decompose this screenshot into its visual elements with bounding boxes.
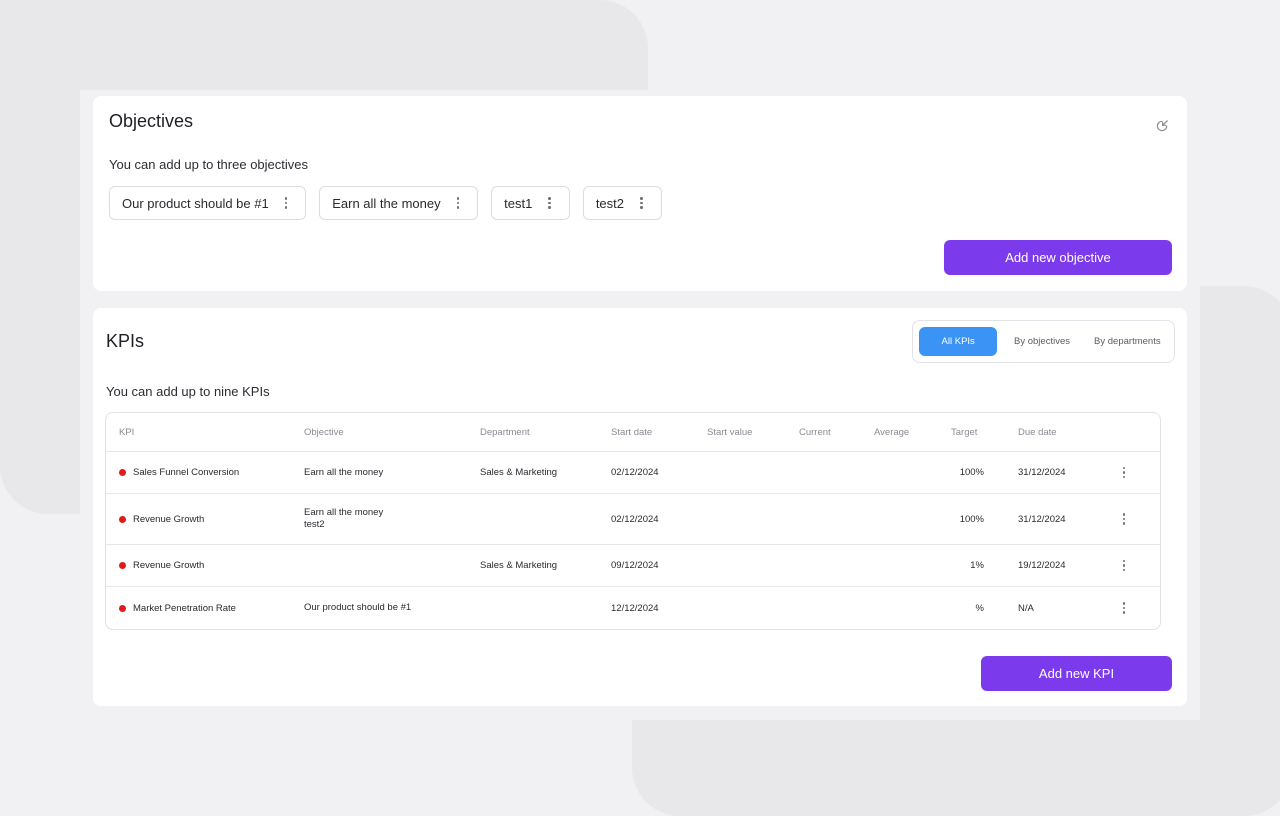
status-dot xyxy=(119,469,126,476)
kpis-subtitle: You can add up to nine KPIs xyxy=(106,384,270,399)
status-dot xyxy=(119,515,126,523)
kpi-name: Sales Funnel Conversion xyxy=(133,467,240,478)
kpi-name-cell: Revenue Growth xyxy=(119,545,299,586)
column-header-target[interactable]: Target xyxy=(951,426,978,438)
kpis-card: KPIs All KPIs By objectives By departmen… xyxy=(93,308,1187,706)
tab-by-departments[interactable]: By departments xyxy=(1094,336,1161,347)
start-value-cell xyxy=(707,545,792,586)
objective-cell xyxy=(304,545,474,586)
average-cell xyxy=(874,587,944,629)
kpi-name-cell: Market Penetration Rate xyxy=(119,587,299,629)
table-header: KPI Objective Department Start date Star… xyxy=(106,413,1160,451)
kpi-name: Revenue Growth xyxy=(133,560,205,571)
start-date-cell: 09/12/2024 xyxy=(611,560,659,571)
more-vertical-icon[interactable] xyxy=(1119,511,1130,527)
more-vertical-icon[interactable] xyxy=(1119,600,1130,616)
column-header-current[interactable]: Current xyxy=(799,426,831,438)
status-dot xyxy=(119,604,126,612)
column-header-objective[interactable]: Objective xyxy=(304,426,344,438)
objective-chip[interactable]: Our product should be #1 xyxy=(109,186,307,220)
objective-text: Earn all the money xyxy=(304,466,384,478)
status-dot xyxy=(119,562,126,569)
more-vertical-icon[interactable] xyxy=(453,195,464,211)
target-cell: % xyxy=(975,602,984,614)
row-actions xyxy=(1116,452,1132,493)
objective-chip-label: test1 xyxy=(504,195,533,211)
objective-chip[interactable]: test2 xyxy=(582,186,662,220)
due-date-cell: 19/12/2024 xyxy=(1018,560,1066,571)
row-actions xyxy=(1116,545,1132,586)
start-date-cell: 02/12/2024 xyxy=(611,467,659,478)
column-header-kpi[interactable]: KPI xyxy=(119,426,135,438)
tab-by-objectives[interactable]: By objectives xyxy=(1014,336,1070,347)
average-cell xyxy=(874,545,944,586)
more-vertical-icon[interactable] xyxy=(281,195,292,211)
tab-all-kpis[interactable]: All KPIs xyxy=(919,327,998,356)
more-vertical-icon[interactable] xyxy=(636,195,647,211)
kpis-title: KPIs xyxy=(106,331,145,351)
column-header-start-date[interactable]: Start date xyxy=(611,426,653,438)
table-row[interactable]: Revenue Growth Earn all the money test2 0… xyxy=(106,493,1160,544)
objective-text: test2 xyxy=(304,519,325,530)
due-date-cell: 31/12/2024 xyxy=(1018,513,1066,525)
start-date-cell: 12/12/2024 xyxy=(611,602,659,614)
kpi-name: Market Penetration Rate xyxy=(133,602,236,614)
objective-text: Earn all the money xyxy=(304,507,384,518)
objectives-card: Objectives You can add up to three objec… xyxy=(93,96,1187,291)
start-value-cell xyxy=(707,452,792,493)
column-header-department[interactable]: Department xyxy=(480,426,530,438)
average-cell xyxy=(874,494,944,544)
objectives-title: Objectives xyxy=(109,111,194,131)
current-cell xyxy=(799,494,869,544)
column-header-average[interactable]: Average xyxy=(874,426,910,438)
row-actions xyxy=(1116,494,1132,544)
current-cell xyxy=(799,452,869,493)
table-row[interactable]: Sales Funnel Conversion Earn all the mon… xyxy=(106,451,1160,493)
objective-chip-label: test2 xyxy=(595,195,624,211)
kpi-name-cell: Revenue Growth xyxy=(119,494,299,544)
due-date-cell: 31/12/2024 xyxy=(1018,467,1066,478)
row-actions xyxy=(1116,587,1132,629)
target-cell: 100% xyxy=(959,467,984,478)
kpi-name-cell: Sales Funnel Conversion xyxy=(119,452,299,493)
objective-cell: Earn all the money test2 xyxy=(304,494,474,544)
objective-chip-list: Our product should be #1 Earn all the mo… xyxy=(109,186,662,220)
table-row[interactable]: Market Penetration Rate Our product shou… xyxy=(106,586,1160,629)
column-header-due-date[interactable]: Due date xyxy=(1018,426,1057,438)
table-row[interactable]: Revenue Growth Sales & Marketing 09/12/2… xyxy=(106,544,1160,586)
department-cell xyxy=(480,587,605,629)
department-cell xyxy=(480,494,605,544)
start-value-cell xyxy=(707,494,792,544)
target-cell: 100% xyxy=(959,513,984,525)
objective-chip-label: Our product should be #1 xyxy=(122,195,269,211)
objective-chip[interactable]: Earn all the money xyxy=(319,186,479,220)
current-cell xyxy=(799,545,869,586)
kpi-table: KPI Objective Department Start date Star… xyxy=(105,412,1161,630)
kpi-view-switcher: All KPIs By objectives By departments xyxy=(912,320,1175,363)
more-vertical-icon[interactable] xyxy=(1119,558,1130,574)
objective-cell: Our product should be #1 xyxy=(304,587,474,629)
kpi-name: Revenue Growth xyxy=(133,513,205,525)
department-cell: Sales & Marketing xyxy=(480,467,558,478)
column-header-start-value[interactable]: Start value xyxy=(707,426,753,438)
current-cell xyxy=(799,587,869,629)
start-value-cell xyxy=(707,587,792,629)
average-cell xyxy=(874,452,944,493)
more-vertical-icon[interactable] xyxy=(1119,465,1130,481)
department-cell: Sales & Marketing xyxy=(480,560,558,571)
start-date-cell: 02/12/2024 xyxy=(611,513,659,525)
share-out-icon[interactable] xyxy=(1153,116,1171,134)
add-kpi-button[interactable]: Add new KPI xyxy=(981,656,1172,691)
due-date-cell: N/A xyxy=(1018,602,1034,614)
objective-cell: Earn all the money xyxy=(304,452,474,493)
objective-chip[interactable]: test1 xyxy=(491,186,570,220)
objective-text: Our product should be #1 xyxy=(304,602,412,613)
more-vertical-icon[interactable] xyxy=(544,195,555,211)
objective-chip-label: Earn all the money xyxy=(332,195,441,211)
add-objective-button[interactable]: Add new objective xyxy=(944,240,1172,275)
objectives-subtitle: You can add up to three objectives xyxy=(109,157,308,172)
target-cell: 1% xyxy=(970,560,984,571)
